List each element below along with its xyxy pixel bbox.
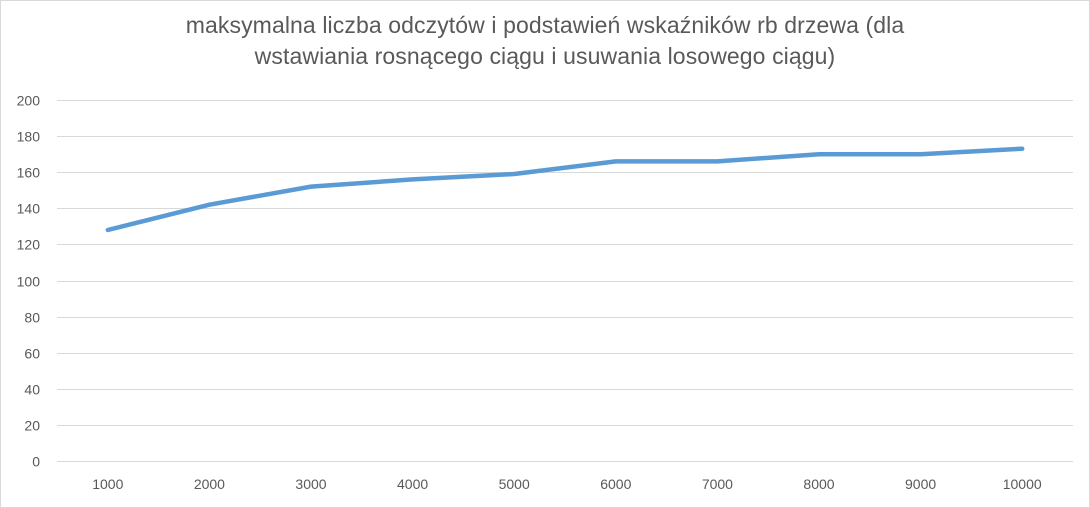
x-tick-label: 7000 — [702, 476, 733, 492]
series-line-0 — [105, 146, 1025, 233]
x-tick-label: 9000 — [905, 476, 936, 492]
x-tick-label: 5000 — [499, 476, 530, 492]
gridlines — [57, 100, 1073, 462]
x-tick-label: 3000 — [295, 476, 326, 492]
y-tick-label: 140 — [17, 201, 41, 217]
x-tick-label: 2000 — [194, 476, 225, 492]
x-tick-label: 1000 — [92, 476, 123, 492]
x-tick-label: 4000 — [397, 476, 428, 492]
chart-title-line-2: wstawiania rosnącego ciągu i usuwania lo… — [254, 43, 836, 69]
chart-title: maksymalna liczba odczytów i podstawień … — [0, 10, 1090, 72]
y-tick-label: 180 — [17, 129, 41, 145]
series-layer — [105, 146, 1025, 233]
y-tick-label: 40 — [24, 382, 40, 398]
x-tick-label: 8000 — [803, 476, 834, 492]
y-tick-label: 80 — [24, 310, 40, 326]
y-tick-label: 160 — [17, 165, 41, 181]
y-tick-label: 100 — [17, 274, 41, 290]
y-tick-label: 0 — [32, 454, 40, 470]
y-tick-label: 120 — [17, 237, 41, 253]
y-tick-label: 60 — [24, 346, 40, 362]
x-axis-tick-labels: 1000 2000 3000 4000 5000 6000 7000 8000 9000 1000… — [92, 476, 1042, 492]
x-tick-label: 10000 — [1003, 476, 1042, 492]
y-axis-tick-labels: 0 20 40 60 80 100 120 140 160 180 200 — [17, 93, 41, 470]
x-tick-label: 6000 — [600, 476, 631, 492]
chart-title-line-1: maksymalna liczba odczytów i podstawień … — [185, 12, 905, 38]
y-tick-label: 200 — [17, 93, 41, 109]
y-tick-label: 20 — [24, 418, 40, 434]
